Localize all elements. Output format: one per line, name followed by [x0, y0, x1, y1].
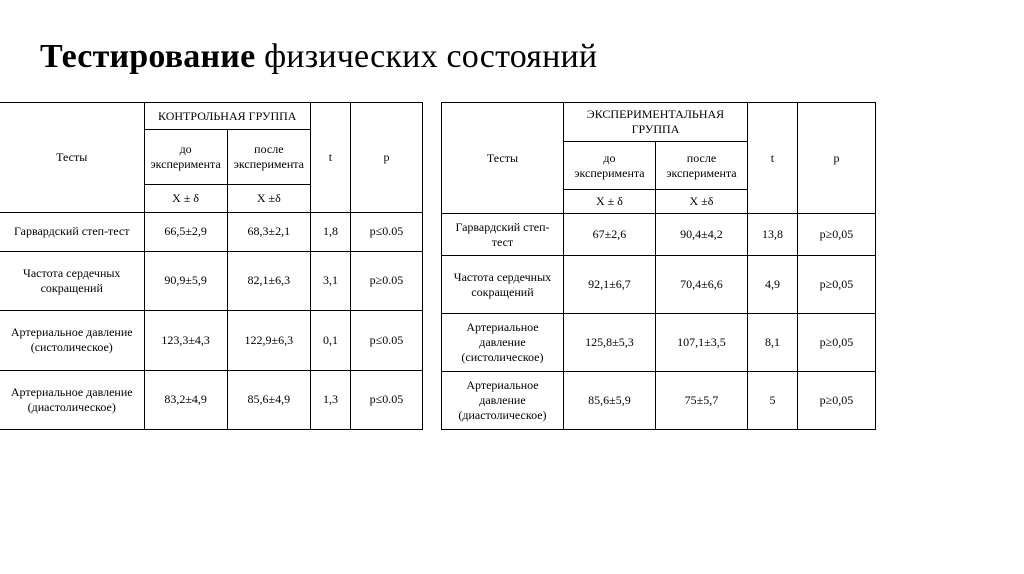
- cell-test: Гарвардский степ-тест: [441, 214, 563, 256]
- cell-after: 85,6±4,9: [227, 370, 310, 429]
- cell-p: p≥0,05: [797, 314, 875, 372]
- cell-p: p≥0,05: [797, 256, 875, 314]
- cell-t: 0,1: [310, 311, 350, 370]
- cell-test: Частота сердечных сокращений: [441, 256, 563, 314]
- table-row: Артериальное давление (систолическое) 12…: [441, 314, 875, 372]
- title-bold: Тестирование: [40, 38, 255, 75]
- cell-after: 75±5,7: [655, 372, 747, 430]
- table-row: Артериальное давление (диастолическое) 8…: [0, 370, 422, 429]
- cell-t: 5: [747, 372, 797, 430]
- control-group-table: Тесты КОНТРОЛЬНАЯ ГРУППА t p до эксперим…: [0, 102, 423, 430]
- col-sub-xd1: X ± δ: [563, 190, 655, 214]
- title-rest: физических состояний: [255, 38, 597, 75]
- cell-p: p≤0.05: [350, 311, 422, 370]
- tables-container: Тесты КОНТРОЛЬНАЯ ГРУППА t p до эксперим…: [0, 102, 1024, 430]
- cell-t: 1,8: [310, 212, 350, 251]
- cell-t: 13,8: [747, 214, 797, 256]
- experimental-group-table: Тесты ЭКСПЕРИМЕНТАЛЬНАЯ ГРУППА t p до эк…: [441, 102, 876, 430]
- col-header-after: после эксперимента: [655, 142, 747, 190]
- cell-before: 125,8±5,3: [563, 314, 655, 372]
- col-header-tests: Тесты: [0, 103, 144, 213]
- cell-after: 90,4±4,2: [655, 214, 747, 256]
- cell-test: Артериальное давление (систолическое): [0, 311, 144, 370]
- slide: Тестирование физических состояний Тесты …: [0, 0, 1024, 574]
- table-row: Артериальное давление (диастолическое) 8…: [441, 372, 875, 430]
- col-sub-xd2: X ±δ: [227, 185, 310, 212]
- cell-test: Артериальное давление (диастолическое): [0, 370, 144, 429]
- table-row: Частота сердечных сокращений 90,9±5,9 82…: [0, 251, 422, 310]
- cell-after: 68,3±2,1: [227, 212, 310, 251]
- cell-p: p≤0.05: [350, 370, 422, 429]
- table-row: Частота сердечных сокращений 92,1±6,7 70…: [441, 256, 875, 314]
- cell-p: p≥0,05: [797, 372, 875, 430]
- cell-test: Артериальное давление (диастолическое): [441, 372, 563, 430]
- cell-after: 122,9±6,3: [227, 311, 310, 370]
- col-header-after: после эксперимента: [227, 130, 310, 185]
- cell-p: p≤0.05: [350, 212, 422, 251]
- col-header-p: p: [797, 103, 875, 214]
- col-sub-xd1: X ± δ: [144, 185, 227, 212]
- cell-t: 3,1: [310, 251, 350, 310]
- cell-before: 90,9±5,9: [144, 251, 227, 310]
- cell-test: Гарвардский степ-тест: [0, 212, 144, 251]
- cell-t: 4,9: [747, 256, 797, 314]
- table-row: Артериальное давление (систолическое) 12…: [0, 311, 422, 370]
- cell-t: 8,1: [747, 314, 797, 372]
- cell-p: p≥0,05: [797, 214, 875, 256]
- col-header-tests: Тесты: [441, 103, 563, 214]
- group-label-left: КОНТРОЛЬНАЯ ГРУППА: [144, 103, 310, 130]
- cell-after: 70,4±6,6: [655, 256, 747, 314]
- col-header-before: до эксперимента: [144, 130, 227, 185]
- col-header-t: t: [747, 103, 797, 214]
- cell-before: 67±2,6: [563, 214, 655, 256]
- cell-before: 66,5±2,9: [144, 212, 227, 251]
- cell-before: 123,3±4,3: [144, 311, 227, 370]
- cell-before: 83,2±4,9: [144, 370, 227, 429]
- cell-after: 107,1±3,5: [655, 314, 747, 372]
- table-row: Гарвардский степ-тест 67±2,6 90,4±4,2 13…: [441, 214, 875, 256]
- cell-p: p≥0.05: [350, 251, 422, 310]
- cell-test: Частота сердечных сокращений: [0, 251, 144, 310]
- page-title: Тестирование физических состояний: [40, 38, 1024, 76]
- cell-t: 1,3: [310, 370, 350, 429]
- col-header-p: p: [350, 103, 422, 213]
- table-row: Гарвардский степ-тест 66,5±2,9 68,3±2,1 …: [0, 212, 422, 251]
- cell-test: Артериальное давление (систолическое): [441, 314, 563, 372]
- col-header-before: до эксперимента: [563, 142, 655, 190]
- col-header-t: t: [310, 103, 350, 213]
- col-sub-xd2: X ±δ: [655, 190, 747, 214]
- group-label-right: ЭКСПЕРИМЕНТАЛЬНАЯ ГРУППА: [563, 103, 747, 142]
- cell-before: 85,6±5,9: [563, 372, 655, 430]
- cell-after: 82,1±6,3: [227, 251, 310, 310]
- cell-before: 92,1±6,7: [563, 256, 655, 314]
